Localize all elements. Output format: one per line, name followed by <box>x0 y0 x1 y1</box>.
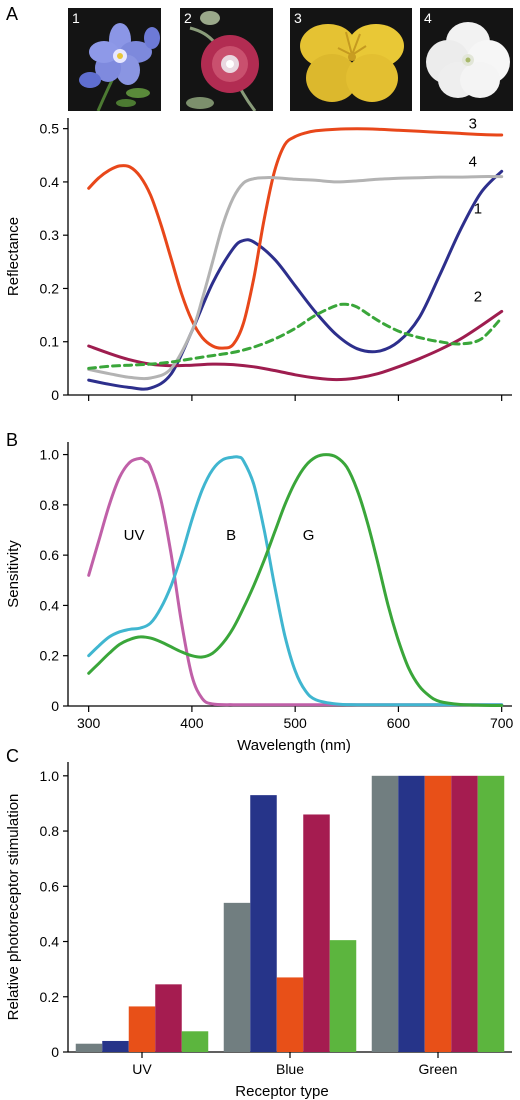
flower-photo-2: 2 <box>180 8 273 111</box>
panel-c-bar-blue-3 <box>276 977 304 1052</box>
panel-c-y-tick-label: 0 <box>51 1044 59 1060</box>
panel-a-series-line-4 <box>87 175 504 381</box>
flower-photo-4: 4 <box>420 8 513 111</box>
magenta-flower-image <box>186 11 259 111</box>
panel-a-y-tick-label: 0.3 <box>40 227 60 243</box>
panel-c-bar-blue-5 <box>329 940 357 1052</box>
panel-b-y-tick-label: 0.2 <box>40 648 60 664</box>
flower-photo-row: 1 2 3 <box>0 0 520 115</box>
panel-c-y-tick-label: 1.0 <box>40 768 60 784</box>
panel-c-bar-uv-2 <box>102 1040 129 1052</box>
panel-a-series-label: 1 <box>474 201 482 218</box>
panel-c-x-axis-label: Receptor type <box>235 1083 328 1100</box>
panel-b-x-tick-label: 700 <box>490 715 514 731</box>
panel-a-letter: A <box>6 4 19 24</box>
blue-flower-image <box>79 23 160 111</box>
panel-a-series-line-1 <box>87 169 504 391</box>
panel-a-y-tick-label: 0 <box>51 387 59 403</box>
panel-c-bar-blue-1 <box>223 902 251 1052</box>
yellow-flower-image <box>300 24 404 102</box>
panel-c-y-tick-label: 0.6 <box>40 878 60 894</box>
panel-a-series-label: 3 <box>469 115 477 132</box>
panel-c-bar-uv-1 <box>75 1043 103 1052</box>
panel-c-bar-uv-3 <box>128 1006 156 1052</box>
panel-a-y-tick-label: 0.4 <box>40 174 60 190</box>
panel-c-bar-blue-4 <box>303 814 330 1052</box>
panel-c-bar-blue-2 <box>250 795 277 1052</box>
panel-c-bar-uv-4 <box>155 984 182 1052</box>
panel-a-series-line-dashed <box>87 302 504 370</box>
flower-number-4: 4 <box>424 10 432 26</box>
panel-b-x-tick-label: 600 <box>387 715 411 731</box>
panel-a-series-label: 2 <box>474 288 482 305</box>
flower-number-1: 1 <box>72 10 80 26</box>
panel-a-y-axis-label: Reflectance <box>5 217 22 296</box>
panel-c-bar-green-1 <box>371 775 399 1052</box>
panel-b-y-tick-label: 0.6 <box>40 547 60 563</box>
panel-a-y-tick-label: 0.1 <box>40 334 60 350</box>
panel-b-y-tick-label: 0.8 <box>40 497 60 513</box>
panel-c-bar-uv-5 <box>181 1031 209 1052</box>
flower-number-3: 3 <box>294 10 302 26</box>
panel-b-x-tick-label: 300 <box>77 715 101 731</box>
panel-c-bar-green-2 <box>398 775 425 1052</box>
panel-c-bar-green-3 <box>424 775 452 1052</box>
panel-c-y-tick-label: 0.4 <box>40 934 60 950</box>
panel-b-y-tick-label: 1.0 <box>40 447 60 463</box>
panel-b-series-label: B <box>226 527 236 544</box>
panel-c-category-label: Blue <box>276 1061 304 1077</box>
panel-b-series-label: G <box>303 527 315 544</box>
panel-c-letter: C <box>6 746 19 766</box>
white-flower-image <box>426 22 510 98</box>
flower-photo-1: 1 <box>68 8 161 111</box>
panel-a-series-line-3 <box>87 127 504 350</box>
panel-c-y-tick-label: 0.2 <box>40 989 60 1005</box>
panel-c-bar-green-4 <box>451 775 478 1052</box>
panel-b-series-label: UV <box>124 527 145 544</box>
panel-c-category-label: UV <box>132 1061 152 1077</box>
panel-b-y-tick-label: 0.4 <box>40 597 60 613</box>
panel-b-x-tick-label: 500 <box>283 715 307 731</box>
panel-c-category-label: Green <box>419 1061 458 1077</box>
panel-b-series-line-B <box>87 455 504 707</box>
panel-a-series-line-2 <box>87 309 504 382</box>
panel-b-y-axis-label: Sensitivity <box>5 540 22 608</box>
panel-c-bar-green-5 <box>477 775 505 1052</box>
panel-c-y-axis-label: Relative photoreceptor stimulation <box>5 794 22 1021</box>
panel-b-letter: B <box>6 430 18 450</box>
panel-a-series-label: 4 <box>469 154 477 171</box>
panel-b-series-line-G <box>87 453 504 707</box>
panel-b-y-tick-label: 0 <box>51 698 59 714</box>
panel-c-y-tick-label: 0.8 <box>40 823 60 839</box>
flower-photo-3: 3 <box>290 8 412 111</box>
flower-number-2: 2 <box>184 10 192 26</box>
panel-b-x-axis-label: Wavelength (nm) <box>237 737 351 754</box>
panel-b-x-tick-label: 400 <box>180 715 204 731</box>
panel-a-y-tick-label: 0.5 <box>40 121 60 137</box>
panel-a-y-tick-label: 0.2 <box>40 280 60 296</box>
